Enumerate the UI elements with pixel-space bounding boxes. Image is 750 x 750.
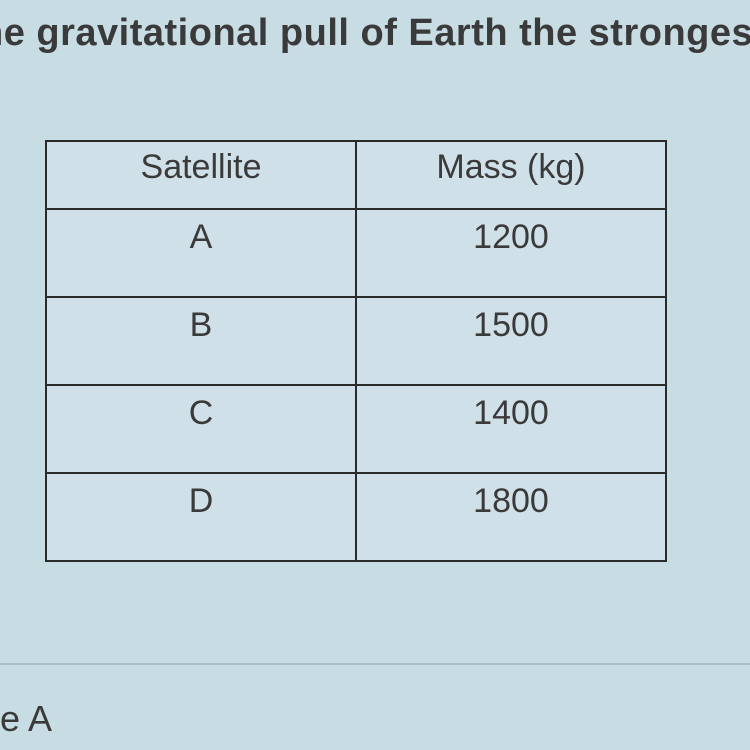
cell-satellite: C (46, 385, 356, 473)
answer-text-fragment: e A (0, 698, 52, 740)
cell-mass: 1800 (356, 473, 666, 561)
cell-mass: 1400 (356, 385, 666, 473)
column-header-satellite: Satellite (46, 141, 356, 209)
cell-satellite: D (46, 473, 356, 561)
table-row: D 1800 (46, 473, 666, 561)
table-row: A 1200 (46, 209, 666, 297)
section-divider (0, 663, 750, 665)
satellite-mass-table: Satellite Mass (kg) A 1200 B 1500 C 1400… (45, 140, 667, 562)
cell-mass: 1200 (356, 209, 666, 297)
table-row: B 1500 (46, 297, 666, 385)
column-header-mass: Mass (kg) (356, 141, 666, 209)
question-text: he gravitational pull of Earth the stron… (0, 12, 750, 55)
cell-mass: 1500 (356, 297, 666, 385)
table-row: C 1400 (46, 385, 666, 473)
cell-satellite: A (46, 209, 356, 297)
table-header-row: Satellite Mass (kg) (46, 141, 666, 209)
cell-satellite: B (46, 297, 356, 385)
